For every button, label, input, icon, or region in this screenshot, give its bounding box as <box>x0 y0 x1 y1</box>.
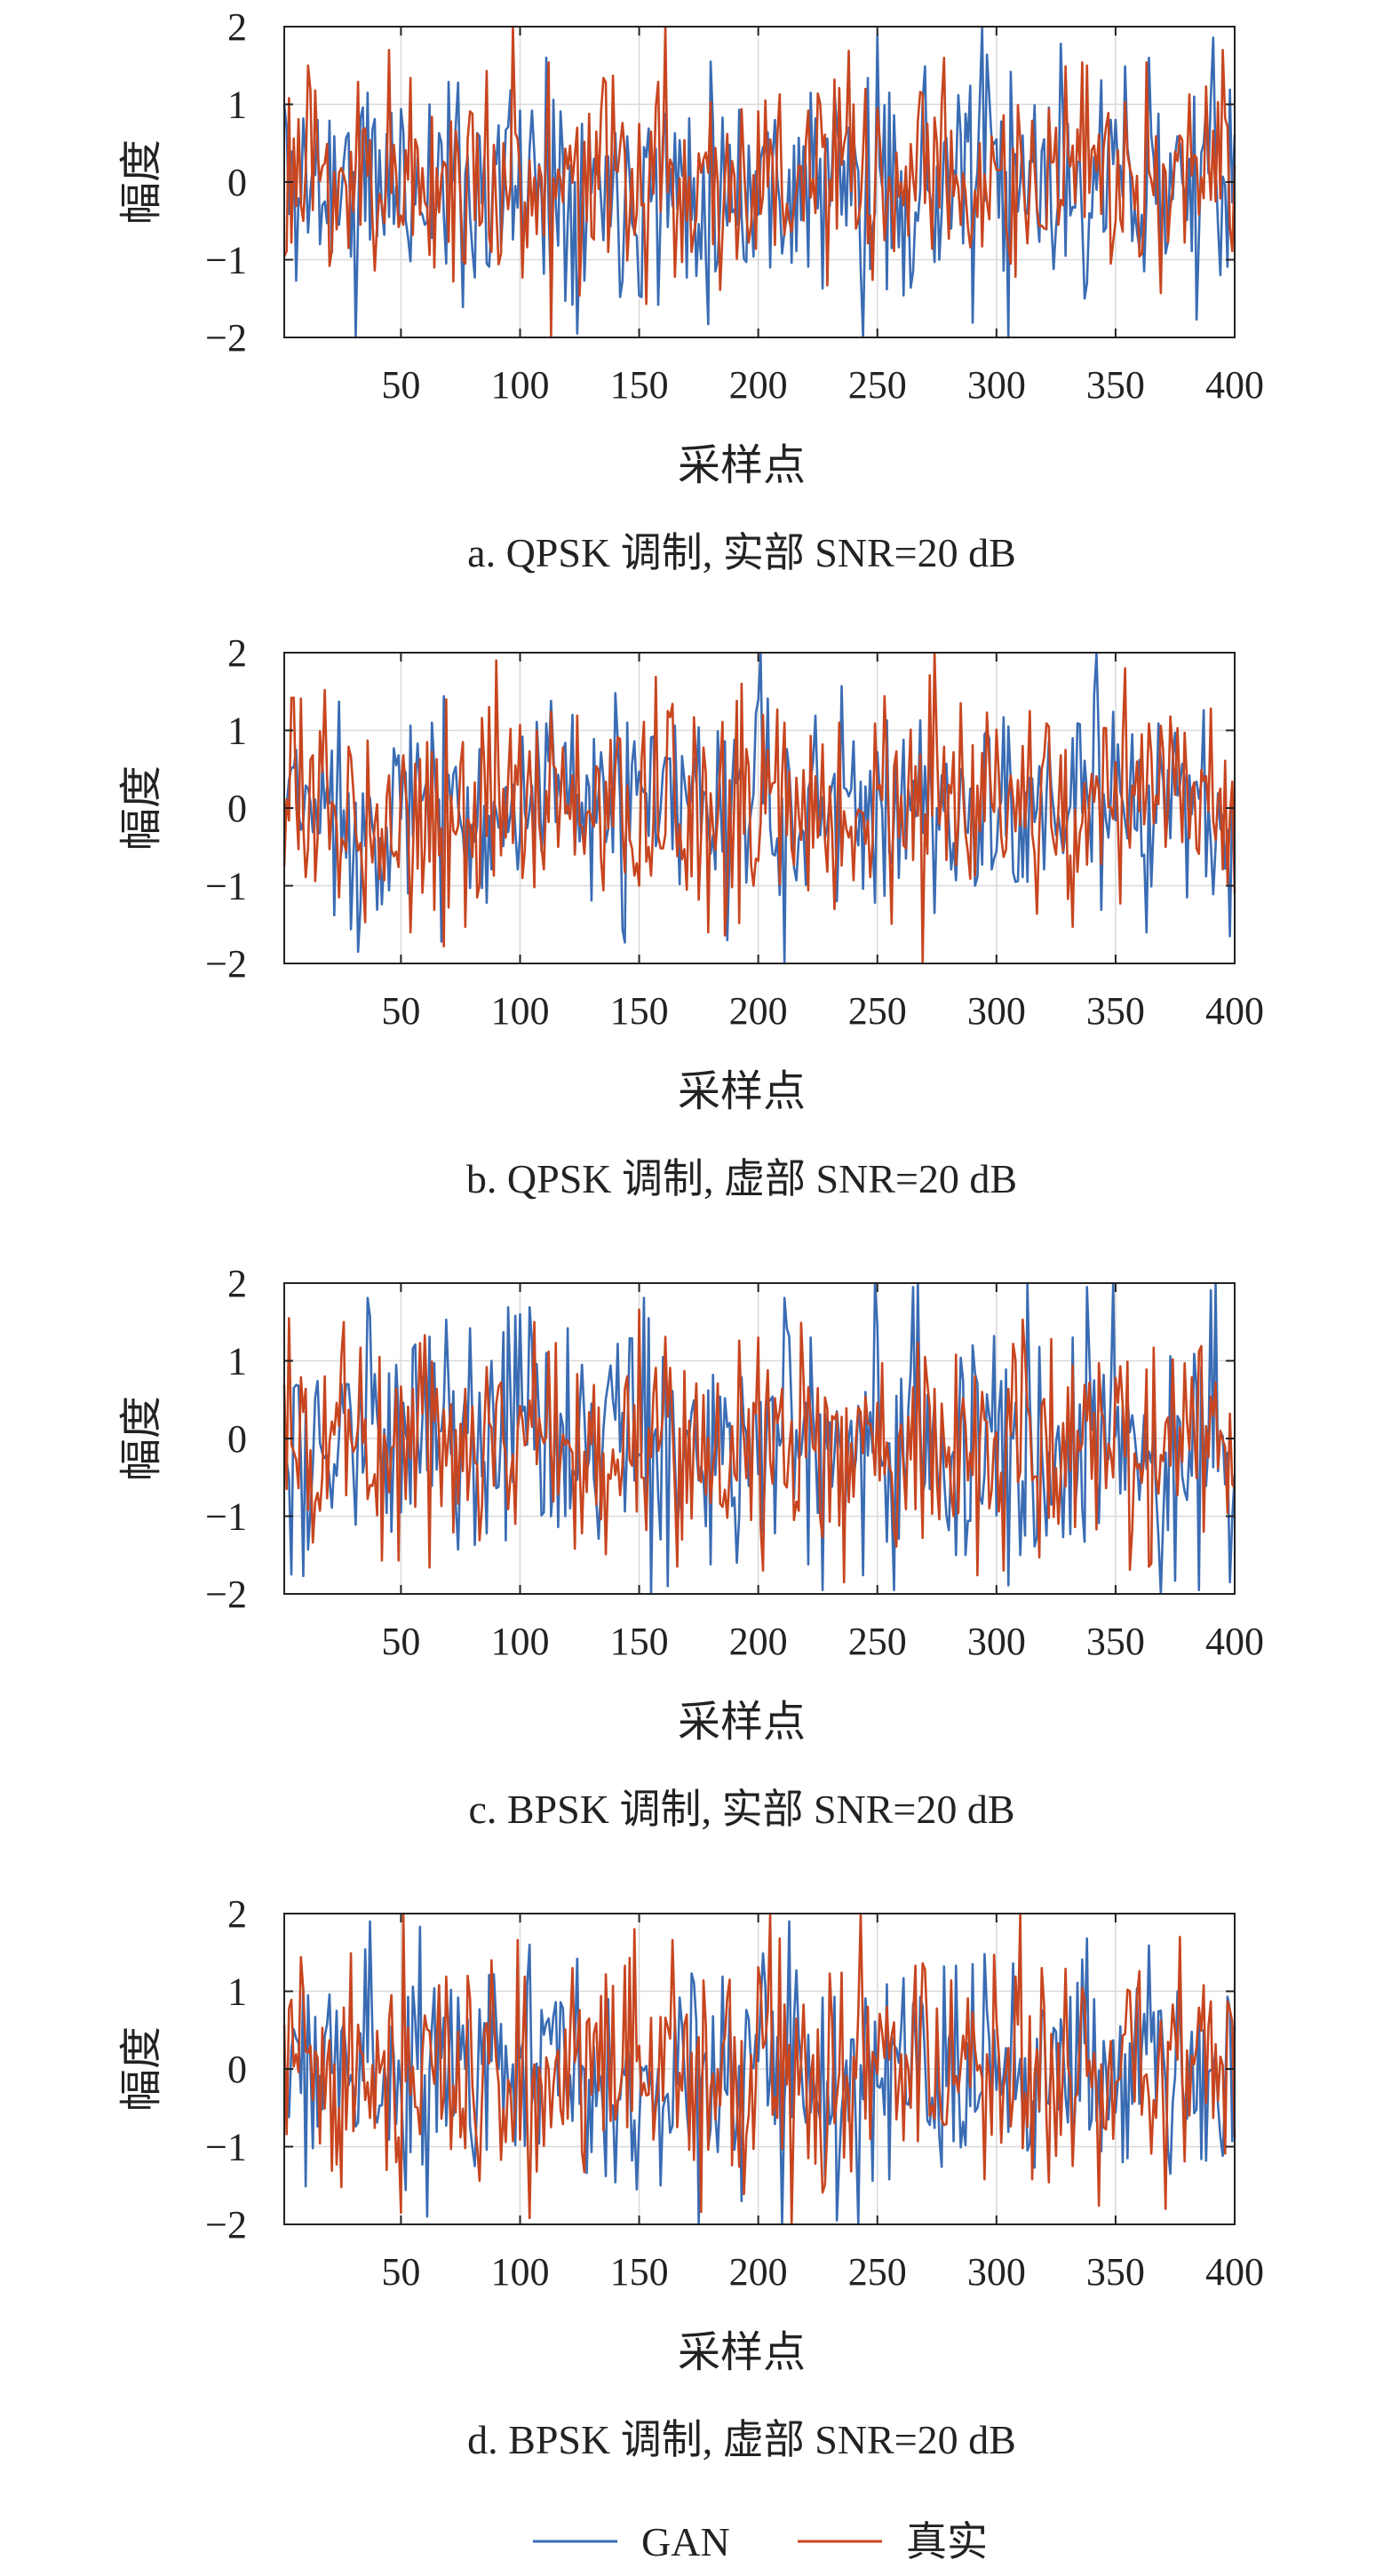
y-tick-label: −2 <box>205 316 247 360</box>
y-tick-label: −2 <box>205 942 247 986</box>
x-axis-label: 采样点 <box>678 1068 806 1115</box>
y-tick-label: 1 <box>227 709 247 753</box>
x-tick-label: 250 <box>848 363 907 407</box>
y-tick-label: 0 <box>227 787 247 830</box>
y-axis-label: 幅度 <box>118 139 165 225</box>
x-tick-label: 300 <box>967 363 1026 407</box>
legend: GAN 真实 <box>533 2519 988 2564</box>
y-tick-label: −1 <box>205 865 247 908</box>
x-tick-label: 50 <box>381 2250 420 2294</box>
y-tick-label: −1 <box>205 1495 247 1539</box>
y-tick-label: 1 <box>227 1970 247 2014</box>
y-tick-label: 1 <box>227 83 247 127</box>
x-tick-label: 150 <box>610 989 669 1033</box>
y-axis-label: 幅度 <box>118 2026 165 2112</box>
x-tick-label: 150 <box>610 1620 669 1663</box>
x-tick-label: 200 <box>729 2250 788 2294</box>
series-line-real <box>282 25 1236 339</box>
y-tick-label: 2 <box>227 631 247 675</box>
x-tick-label: 250 <box>848 989 907 1033</box>
y-tick-label: −1 <box>205 2126 247 2169</box>
x-axis-label: 采样点 <box>678 2329 806 2376</box>
panel-caption: c. BPSK 调制, 实部 SNR=20 dB <box>468 1787 1014 1832</box>
y-tick-label: −1 <box>205 239 247 282</box>
chart-panel-4: 50 100 150 200 250 300 350 400 2 1 0 −1 −2 采样点 幅度 d. BP… <box>118 1892 1264 2462</box>
x-tick-label: 400 <box>1205 989 1264 1033</box>
x-tick-label: 100 <box>490 989 549 1033</box>
x-tick-label: 100 <box>490 2250 549 2294</box>
x-tick-label: 350 <box>1086 989 1145 1033</box>
x-tick-label: 300 <box>967 2250 1026 2294</box>
y-tick-label: 2 <box>227 1262 247 1305</box>
x-tick-label: 300 <box>967 1620 1026 1663</box>
series-line-gan <box>282 1920 1236 2226</box>
y-tick-label: 0 <box>227 161 247 204</box>
x-tick-label: 350 <box>1086 2250 1145 2294</box>
series-line-real <box>282 1308 1236 1584</box>
x-tick-label: 250 <box>848 1620 907 1663</box>
y-tick-label: 1 <box>227 1340 247 1383</box>
legend-label-real: 真实 <box>906 2519 988 2564</box>
y-tick-label: −2 <box>205 1573 247 1616</box>
x-tick-label: 200 <box>729 989 788 1033</box>
x-tick-label: 150 <box>610 363 669 407</box>
series-line-gan <box>283 651 1236 965</box>
legend-label-gan: GAN <box>641 2519 730 2564</box>
x-tick-label: 200 <box>729 363 788 407</box>
x-axis-label: 采样点 <box>678 442 806 489</box>
y-tick-label: 2 <box>227 1892 247 1936</box>
y-tick-label: −2 <box>205 2203 247 2247</box>
series-line-real <box>282 1912 1236 2226</box>
x-tick-label: 200 <box>729 1620 788 1663</box>
y-axis-label: 幅度 <box>118 1396 165 1481</box>
x-tick-label: 400 <box>1205 2250 1264 2294</box>
x-tick-label: 400 <box>1205 1620 1264 1663</box>
panel-caption: a. QPSK 调制, 实部 SNR=20 dB <box>467 530 1016 575</box>
x-tick-label: 100 <box>490 363 549 407</box>
x-tick-label: 150 <box>610 2250 669 2294</box>
panel-caption: b. QPSK 调制, 虚部 SNR=20 dB <box>466 1156 1017 1201</box>
chart-panel-3: 50 100 150 200 250 300 350 400 2 1 0 −1 −2 采样点 幅度 c. BP… <box>118 1262 1264 1832</box>
x-tick-label: 350 <box>1086 363 1145 407</box>
x-tick-label: 350 <box>1086 1620 1145 1663</box>
series-line-real <box>282 651 1236 965</box>
y-tick-label: 2 <box>227 5 247 49</box>
y-axis-label: 幅度 <box>118 765 165 851</box>
x-tick-label: 50 <box>381 989 420 1033</box>
x-tick-label: 100 <box>490 1620 549 1663</box>
x-tick-label: 50 <box>381 363 420 407</box>
x-tick-label: 250 <box>848 2250 907 2294</box>
chart-panel-2: 50 100 150 200 250 300 350 400 2 1 0 −1 −2 采样点 幅度 b. QP… <box>118 631 1264 1201</box>
y-tick-label: 0 <box>227 2048 247 2091</box>
x-tick-label: 400 <box>1205 363 1264 407</box>
x-tick-label: 50 <box>381 1620 420 1663</box>
y-tick-label: 0 <box>227 1417 247 1461</box>
panel-caption: d. BPSK 调制, 虚部 SNR=20 dB <box>467 2417 1016 2462</box>
chart-panel-1: 50 100 150 200 250 300 350 400 2 1 0 −1 −2 采样点 幅度 a. QP… <box>118 5 1264 575</box>
x-tick-label: 300 <box>967 989 1026 1033</box>
x-axis-label: 采样点 <box>678 1699 806 1746</box>
